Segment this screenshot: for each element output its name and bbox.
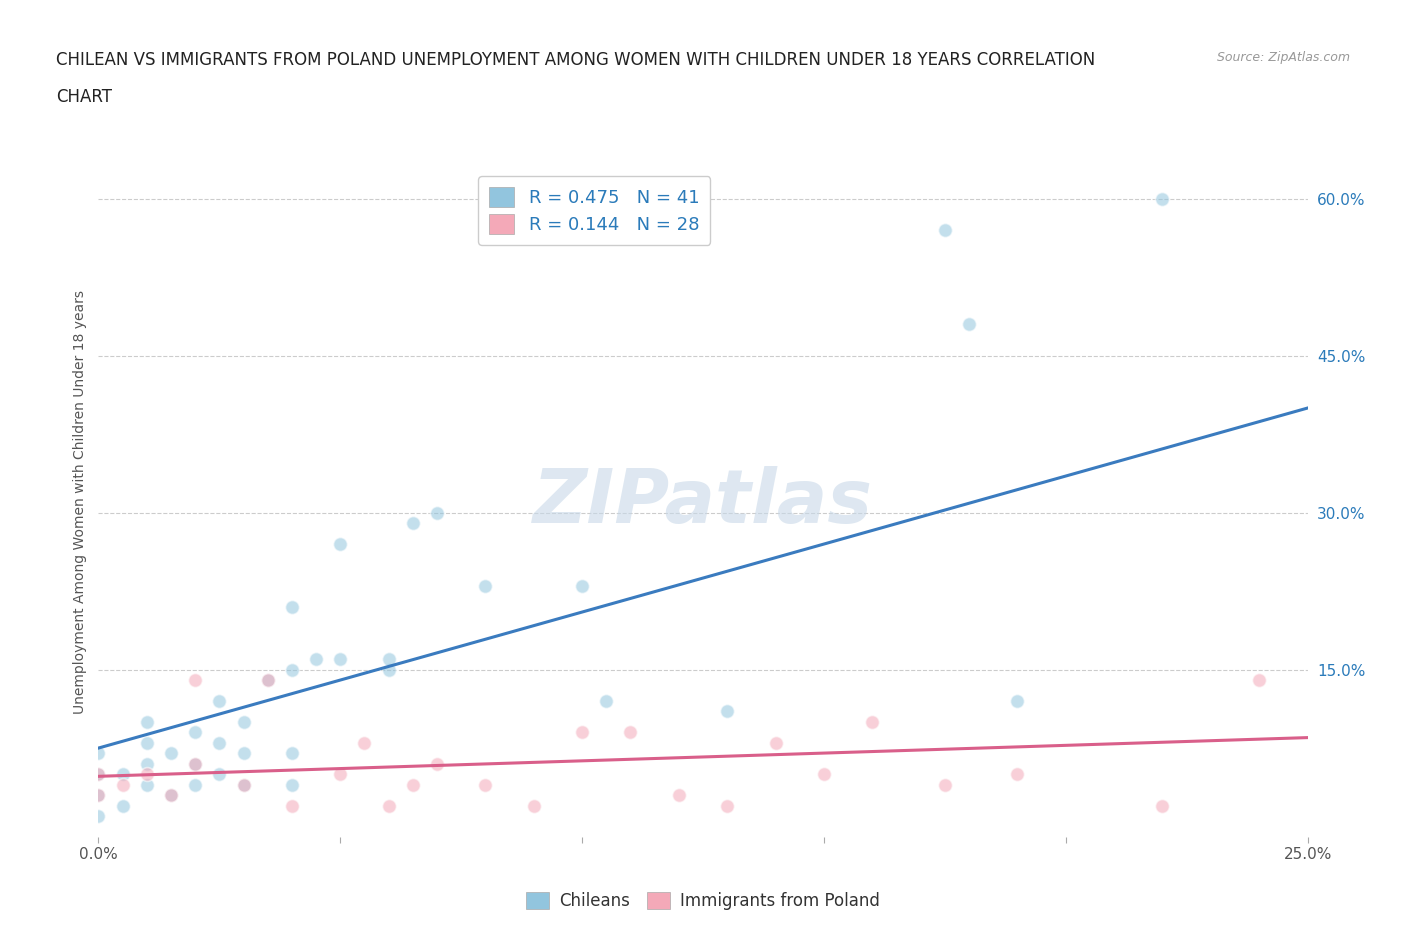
Point bbox=[256, 672, 278, 687]
Point bbox=[281, 600, 304, 615]
Point bbox=[160, 746, 183, 761]
Point bbox=[87, 766, 110, 781]
Point bbox=[184, 777, 207, 792]
Point bbox=[426, 505, 449, 520]
Point bbox=[1007, 766, 1029, 781]
Point bbox=[426, 756, 449, 771]
Point bbox=[377, 798, 399, 813]
Point bbox=[256, 672, 278, 687]
Point bbox=[87, 788, 110, 803]
Point bbox=[329, 537, 352, 551]
Point bbox=[1152, 192, 1174, 206]
Point bbox=[957, 317, 980, 332]
Point bbox=[135, 766, 157, 781]
Point bbox=[184, 756, 207, 771]
Point bbox=[281, 777, 304, 792]
Point bbox=[934, 223, 956, 238]
Point bbox=[232, 746, 254, 761]
Point bbox=[208, 736, 231, 751]
Point bbox=[111, 798, 134, 813]
Point bbox=[595, 694, 617, 709]
Point bbox=[813, 766, 835, 781]
Point bbox=[111, 777, 134, 792]
Point bbox=[1249, 672, 1271, 687]
Point bbox=[135, 736, 157, 751]
Point bbox=[1152, 798, 1174, 813]
Point bbox=[232, 777, 254, 792]
Point bbox=[135, 756, 157, 771]
Point bbox=[184, 725, 207, 740]
Text: CHILEAN VS IMMIGRANTS FROM POLAND UNEMPLOYMENT AMONG WOMEN WITH CHILDREN UNDER 1: CHILEAN VS IMMIGRANTS FROM POLAND UNEMPL… bbox=[56, 51, 1095, 69]
Point bbox=[329, 652, 352, 667]
Point bbox=[87, 809, 110, 824]
Point bbox=[281, 798, 304, 813]
Point bbox=[184, 756, 207, 771]
Point bbox=[87, 788, 110, 803]
Point bbox=[377, 662, 399, 677]
Point bbox=[232, 714, 254, 729]
Point bbox=[281, 746, 304, 761]
Point bbox=[571, 578, 593, 593]
Point bbox=[668, 788, 690, 803]
Point bbox=[474, 578, 496, 593]
Point bbox=[135, 777, 157, 792]
Point bbox=[208, 766, 231, 781]
Y-axis label: Unemployment Among Women with Children Under 18 years: Unemployment Among Women with Children U… bbox=[73, 290, 87, 714]
Legend: Chileans, Immigrants from Poland: Chileans, Immigrants from Poland bbox=[519, 885, 887, 917]
Text: ZIPatlas: ZIPatlas bbox=[533, 466, 873, 538]
Point bbox=[135, 714, 157, 729]
Point bbox=[402, 777, 425, 792]
Point bbox=[765, 736, 787, 751]
Point bbox=[860, 714, 883, 729]
Point bbox=[402, 516, 425, 531]
Legend: R = 0.475   N = 41, R = 0.144   N = 28: R = 0.475 N = 41, R = 0.144 N = 28 bbox=[478, 177, 710, 246]
Point bbox=[716, 704, 738, 719]
Point bbox=[184, 672, 207, 687]
Point bbox=[160, 788, 183, 803]
Point bbox=[377, 652, 399, 667]
Point bbox=[111, 766, 134, 781]
Text: CHART: CHART bbox=[56, 88, 112, 106]
Point bbox=[160, 788, 183, 803]
Point bbox=[523, 798, 546, 813]
Point bbox=[87, 766, 110, 781]
Point bbox=[329, 766, 352, 781]
Point bbox=[1007, 694, 1029, 709]
Point bbox=[232, 777, 254, 792]
Point bbox=[571, 725, 593, 740]
Point bbox=[281, 662, 304, 677]
Point bbox=[208, 694, 231, 709]
Text: Source: ZipAtlas.com: Source: ZipAtlas.com bbox=[1216, 51, 1350, 64]
Point bbox=[353, 736, 375, 751]
Point bbox=[934, 777, 956, 792]
Point bbox=[619, 725, 641, 740]
Point bbox=[474, 777, 496, 792]
Point bbox=[87, 746, 110, 761]
Point bbox=[716, 798, 738, 813]
Point bbox=[305, 652, 328, 667]
